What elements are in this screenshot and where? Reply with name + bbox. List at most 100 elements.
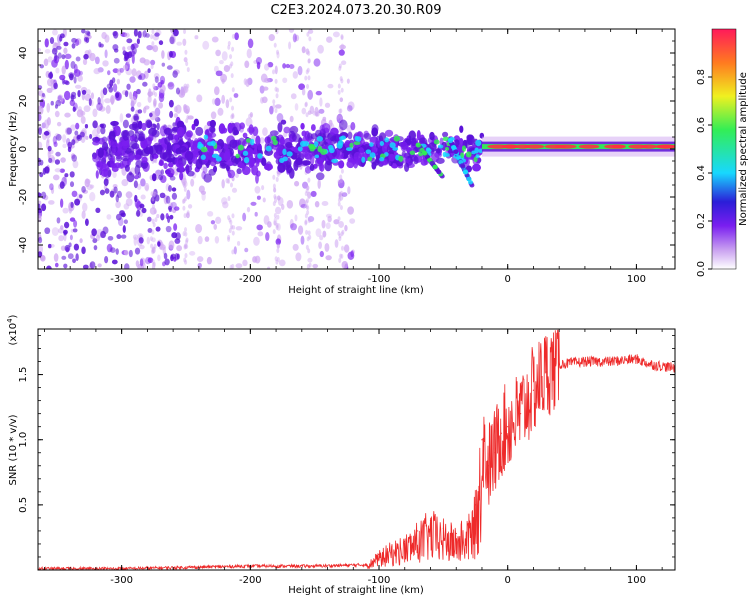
spectrogram-cell xyxy=(229,264,233,269)
spectrogram-cell xyxy=(171,232,178,239)
spectrogram-cell xyxy=(46,265,52,269)
spectrogram-cell xyxy=(83,105,91,113)
spectrogram-cell xyxy=(255,158,260,167)
spectrogram-cell xyxy=(81,89,87,95)
spectrogram-xtick-label: -300 xyxy=(110,274,133,285)
spectrogram-cell xyxy=(353,151,362,161)
snr-panel: -300 -200 -100 0 100 0.5 1.0 1.5 Height of stra… xyxy=(6,314,676,596)
spectrogram-cell xyxy=(242,150,249,156)
spectrogram-cell xyxy=(136,183,142,191)
spectrogram-cell xyxy=(301,130,307,137)
spectrogram-cell xyxy=(282,148,287,156)
spectrogram-cell xyxy=(356,136,362,142)
colorbar-tick-label: 0.2 xyxy=(696,213,707,229)
spectrogram-cell xyxy=(120,212,126,218)
spectrogram-cell xyxy=(112,83,118,93)
spectrogram-cell xyxy=(235,263,243,269)
spectrogram-cell xyxy=(524,144,545,149)
spectrogram-cell xyxy=(309,144,316,152)
spectrogram-cell xyxy=(298,83,306,90)
spectrogram-marks xyxy=(38,29,675,269)
spectrogram-cell xyxy=(62,143,67,149)
spectrogram-cell xyxy=(218,123,226,134)
spectrogram-cell xyxy=(55,134,62,141)
spectrogram-cell xyxy=(324,242,330,252)
spectrogram-cell xyxy=(290,223,297,231)
colorbar-gradient xyxy=(711,28,737,270)
spectrogram-cell xyxy=(38,251,43,258)
spectrogram-cell xyxy=(332,31,340,38)
spectrogram-cell xyxy=(223,65,231,73)
spectrogram-cell xyxy=(304,199,308,205)
spectrogram-cell xyxy=(157,81,163,88)
spectrogram-cell xyxy=(54,159,61,165)
spectrogram-cell xyxy=(339,97,344,103)
spectrogram-cell xyxy=(104,188,110,194)
spectrogram-cell xyxy=(294,214,298,222)
spectrogram-cell xyxy=(121,156,130,162)
spectrogram-cell xyxy=(305,188,309,194)
spectrogram-cell xyxy=(241,166,251,176)
spectrogram-cell xyxy=(252,256,258,263)
spectrogram-cell xyxy=(46,87,53,93)
spectrogram-cell xyxy=(38,141,43,150)
spectrogram-cell xyxy=(71,43,76,49)
spectrogram-cell xyxy=(276,171,280,177)
spectrogram-cell xyxy=(165,167,175,178)
spectrogram-cell xyxy=(416,129,421,141)
spectrogram-cell xyxy=(291,133,301,143)
spectrogram-cell xyxy=(111,259,118,265)
spectrogram-cell xyxy=(54,262,59,268)
spectrogram-cell xyxy=(266,266,271,269)
spectrogram-cell xyxy=(432,164,438,170)
colorbar-ticks: 0.0 0.2 0.4 0.6 0.8 xyxy=(696,69,712,277)
spectrogram-cell xyxy=(91,129,99,137)
spectrogram-cell xyxy=(230,224,234,230)
spectrogram-cell xyxy=(167,162,174,168)
spectrogram-cell xyxy=(265,232,270,242)
spectrogram-cell xyxy=(275,222,279,228)
spectrogram-cell xyxy=(315,111,320,117)
spectrogram-cell xyxy=(152,83,156,89)
snr-data-point xyxy=(519,413,522,415)
spectrogram-cell xyxy=(245,117,253,127)
snr-xtick-label: -100 xyxy=(368,575,391,586)
spectrogram-cell xyxy=(415,143,421,148)
spectrogram-cell xyxy=(197,262,202,269)
spectrogram-cell xyxy=(89,133,93,140)
spectrogram-cell xyxy=(142,81,148,87)
spectrogram-cell xyxy=(307,191,312,199)
spectrogram-cell xyxy=(185,239,189,245)
spectrogram-cell xyxy=(168,99,174,108)
snr-data-point xyxy=(404,540,406,542)
spectrogram-cell xyxy=(227,236,231,242)
spectrogram-cell xyxy=(231,33,235,39)
spectrogram-cell xyxy=(170,254,174,262)
spectrogram-cell xyxy=(253,236,260,246)
spectrogram-cell xyxy=(429,160,435,166)
spectrogram-cell xyxy=(115,248,119,255)
spectrogram-cell xyxy=(166,65,173,70)
spectrogram-cell xyxy=(128,91,133,100)
spectrogram-cell xyxy=(112,171,117,179)
spectrogram-cell xyxy=(151,237,156,243)
spectrogram-cell xyxy=(176,120,185,129)
spectrogram-cell xyxy=(186,67,190,73)
spectrogram-cell xyxy=(278,259,286,267)
spectrogram-cell xyxy=(279,157,285,164)
spectrogram-cell xyxy=(442,136,450,142)
spectrogram-cell xyxy=(228,228,232,234)
colorbar-tick-label: 0.8 xyxy=(696,69,707,85)
spectrogram-cell xyxy=(126,172,135,183)
spectrogram-cell xyxy=(307,58,311,64)
spectrogram-cell xyxy=(384,129,394,137)
spectrogram-cell xyxy=(149,236,153,242)
spectrogram-cell xyxy=(54,168,62,173)
spectrogram-cell xyxy=(454,139,460,147)
spectrogram-cell xyxy=(184,231,188,237)
spectrogram-cell xyxy=(285,141,293,149)
spectrogram-cell xyxy=(307,75,311,81)
spectrogram-cell xyxy=(175,104,182,114)
spectrogram-cell xyxy=(340,190,344,196)
